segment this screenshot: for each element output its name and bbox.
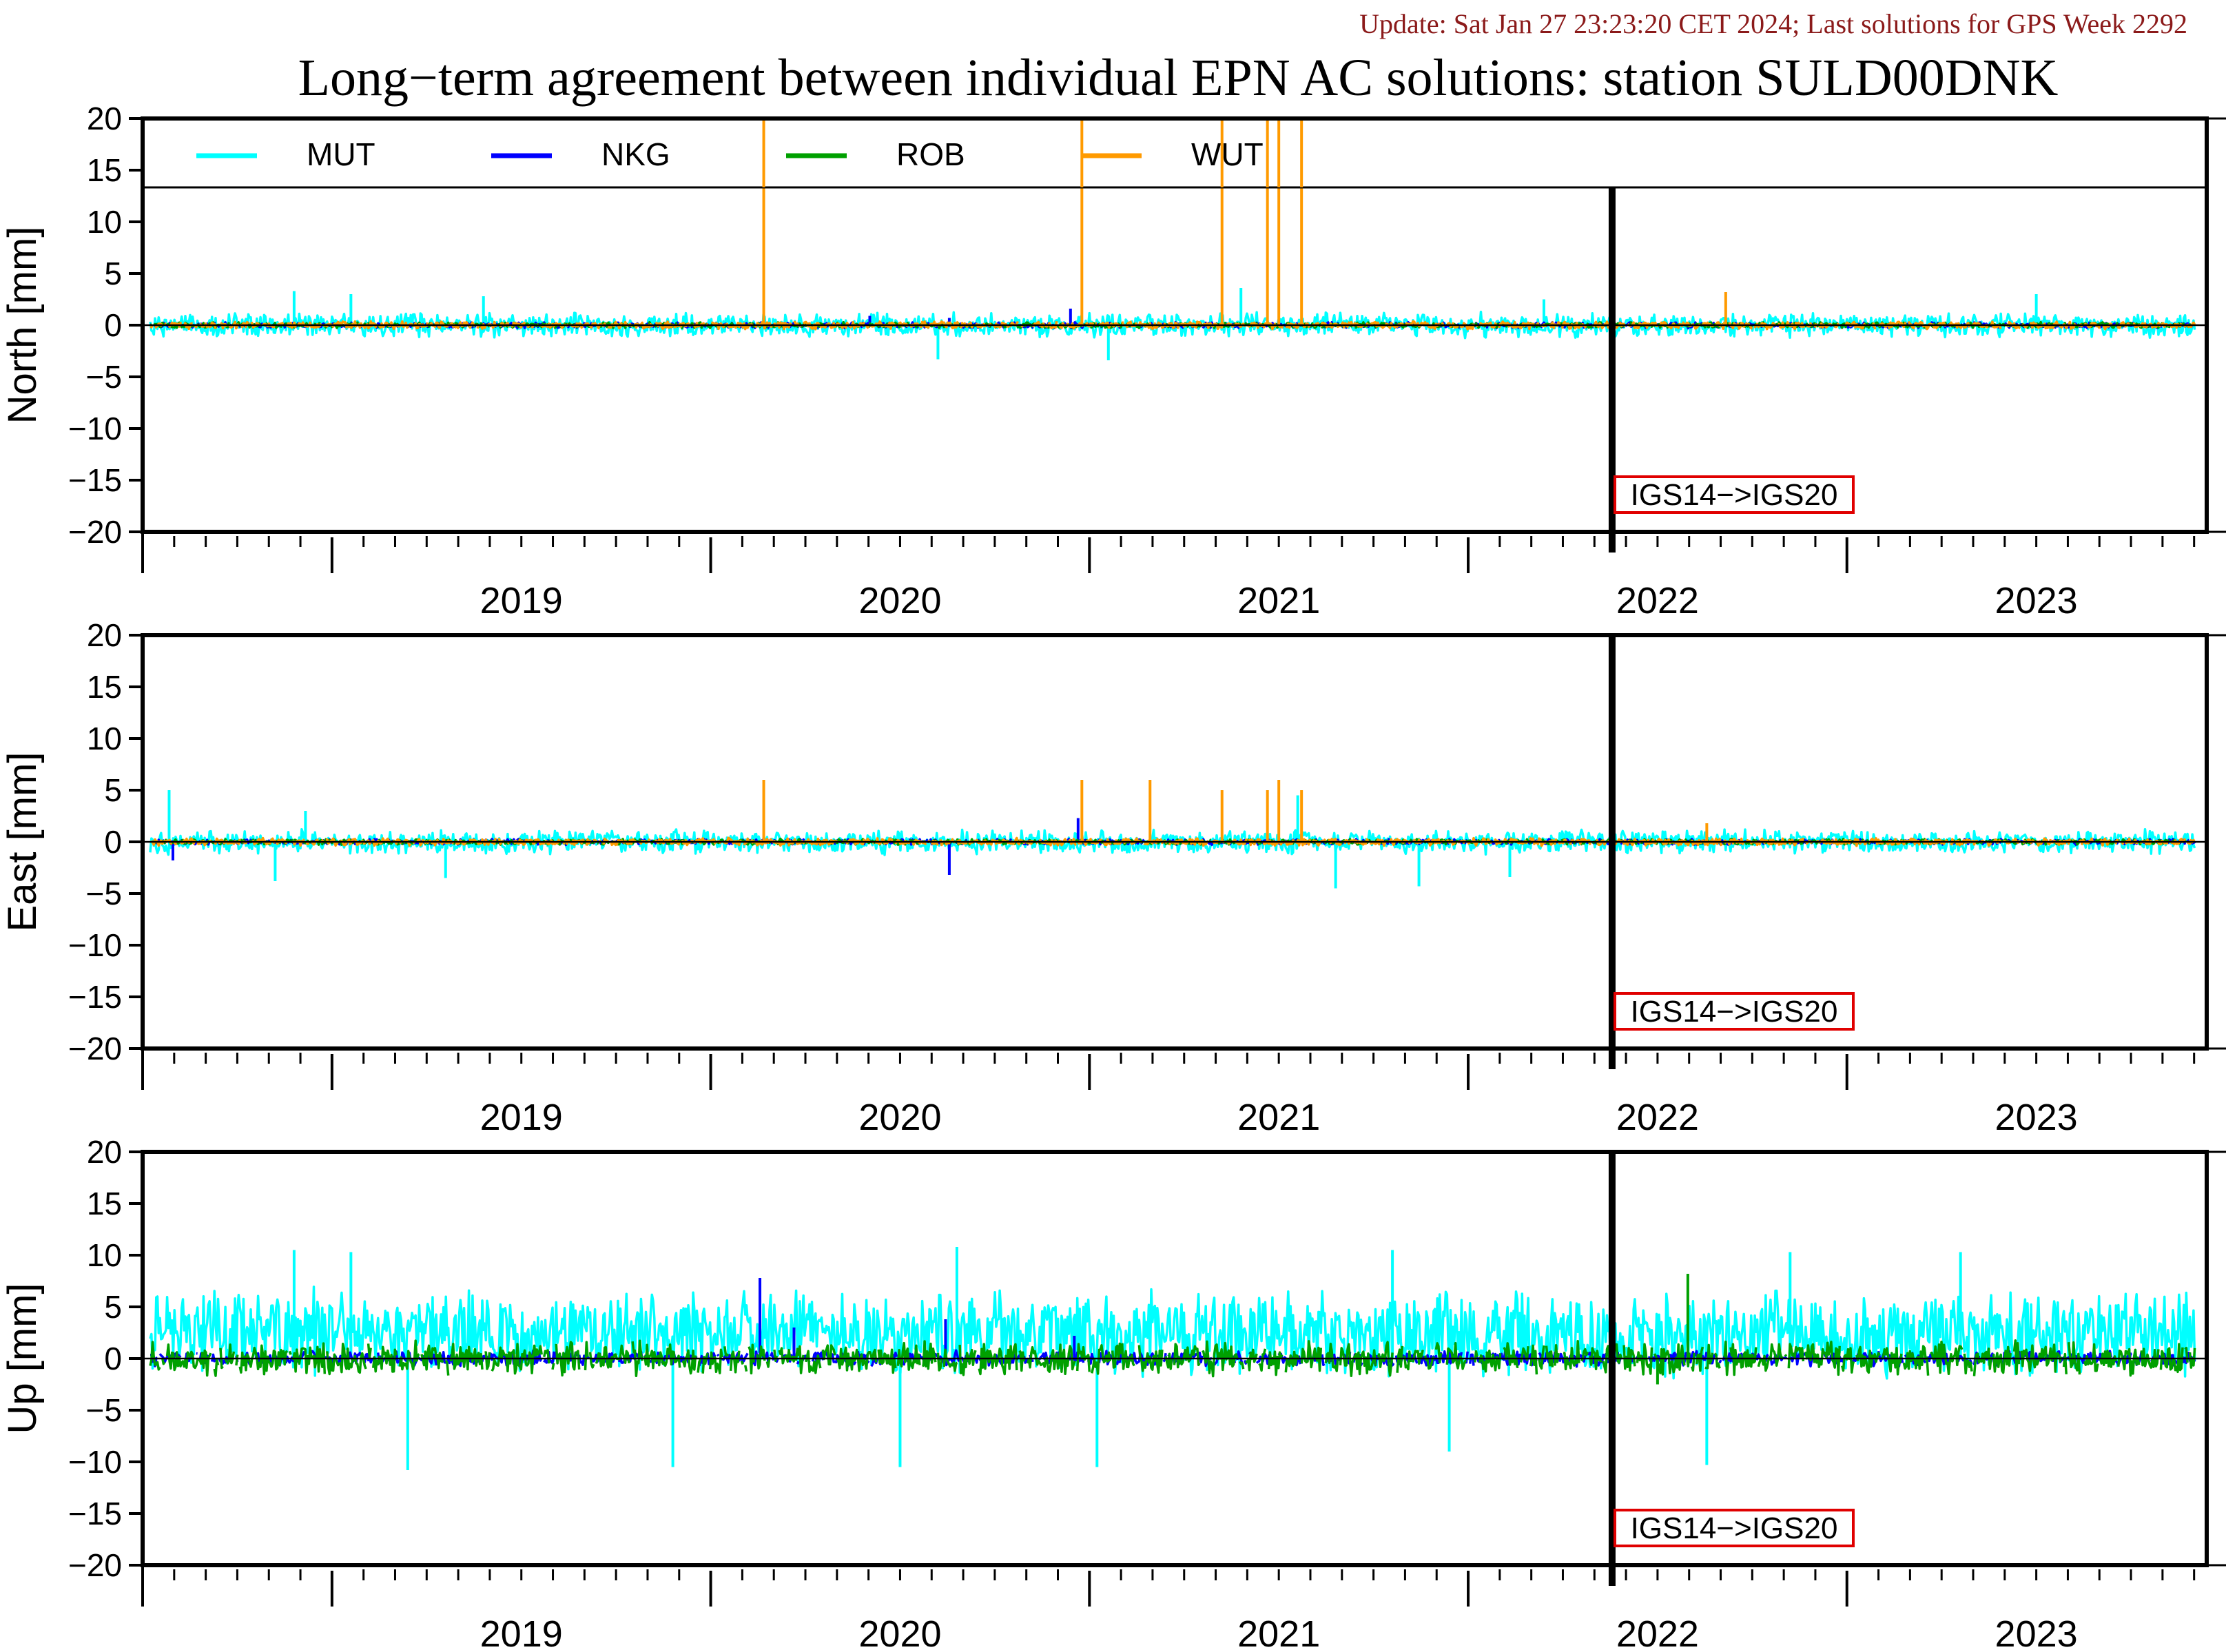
x-tick-label: 2021 (1237, 1097, 1320, 1138)
x-tick-label: 2022 (1616, 1097, 1699, 1138)
y-axis-label: East [mm] (0, 752, 45, 931)
x-tick-label: 2020 (858, 580, 941, 621)
y-tick-label: −15 (68, 1496, 122, 1531)
y-tick-label: 0 (104, 824, 122, 860)
y-tick-label: −15 (68, 462, 122, 498)
series-line-rob (149, 1339, 2196, 1378)
frame-change-label-box (1614, 992, 1855, 1031)
x-tick-label: 2020 (858, 1097, 941, 1138)
y-tick-label: 15 (87, 1186, 122, 1221)
y-tick-label: 0 (104, 1341, 122, 1376)
x-tick-label: 2022 (1616, 1613, 1699, 1652)
panel-0: MUT NKG ROB WUT IGS14−>IGS20 20 15 10 5 0 −5 −10 −15… (0, 101, 2226, 621)
x-tick-label: 2023 (1995, 580, 2078, 621)
x-tick-label: 2021 (1237, 580, 1320, 621)
legend-label-wut: WUT (1191, 136, 1264, 172)
y-tick-label: 0 (104, 307, 122, 343)
frame-change-label-box (1614, 475, 1855, 514)
y-axis-label: North [mm] (0, 227, 45, 424)
x-tick-label: 2022 (1616, 580, 1699, 621)
y-tick-label: −15 (68, 979, 122, 1015)
y-tick-label: −20 (68, 1547, 122, 1583)
y-tick-label: 10 (87, 1237, 122, 1273)
x-tick-label: 2023 (1995, 1613, 2078, 1652)
y-tick-label: 20 (87, 1134, 122, 1170)
x-tick-label: 2020 (858, 1613, 941, 1652)
chart-title: Long−term agreement between individual E… (298, 49, 2059, 107)
y-tick-label: −10 (68, 411, 122, 446)
y-tick-label: −10 (68, 1444, 122, 1480)
y-tick-label: 5 (104, 1289, 122, 1325)
y-tick-label: −20 (68, 1031, 122, 1066)
panel-1: IGS14−>IGS20 20 15 10 5 0 −5 −10 −15 −20 East [mm]… (0, 617, 2226, 1138)
frame-change-label: IGS14−>IGS20 (1631, 1511, 1838, 1545)
update-text: Update: Sat Jan 27 23:23:20 CET 2024; La… (1359, 8, 2187, 39)
x-tick-label: 2019 (480, 1097, 563, 1138)
y-tick-label: 15 (87, 152, 122, 188)
frame-change-label: IGS14−>IGS20 (1631, 995, 1838, 1029)
y-tick-label: −10 (68, 927, 122, 963)
x-tick-label: 2019 (480, 580, 563, 621)
series-group (149, 1247, 2196, 1470)
legend-box (143, 118, 2207, 187)
y-tick-label: 5 (104, 256, 122, 291)
y-tick-label: 5 (104, 772, 122, 808)
y-axis-label: Up [mm] (0, 1283, 45, 1434)
y-tick-label: −5 (86, 359, 122, 395)
legend-label-mut: MUT (307, 136, 375, 172)
y-tick-label: 20 (87, 101, 122, 136)
legend-label-rob: ROB (896, 136, 965, 172)
y-tick-label: 10 (87, 721, 122, 756)
y-tick-label: 15 (87, 669, 122, 705)
x-tick-label: 2021 (1237, 1613, 1320, 1652)
y-tick-label: 10 (87, 204, 122, 240)
y-tick-label: −5 (86, 876, 122, 911)
x-tick-label: 2019 (480, 1613, 563, 1652)
y-tick-label: −5 (86, 1392, 122, 1428)
y-tick-label: 20 (87, 617, 122, 653)
legend-label-nkg: NKG (601, 136, 670, 172)
panels-group: MUT NKG ROB WUT IGS14−>IGS20 20 15 10 5 0 −5 −10 −15… (0, 101, 2226, 1652)
frame-change-label: IGS14−>IGS20 (1631, 478, 1838, 512)
y-tick-label: −20 (68, 514, 122, 550)
frame-change-label-box (1614, 1509, 1855, 1547)
panel-2: IGS14−>IGS20 20 15 10 5 0 −5 −10 −15 −20 Up [mm] 20… (0, 1134, 2226, 1652)
x-tick-label: 2023 (1995, 1097, 2078, 1138)
